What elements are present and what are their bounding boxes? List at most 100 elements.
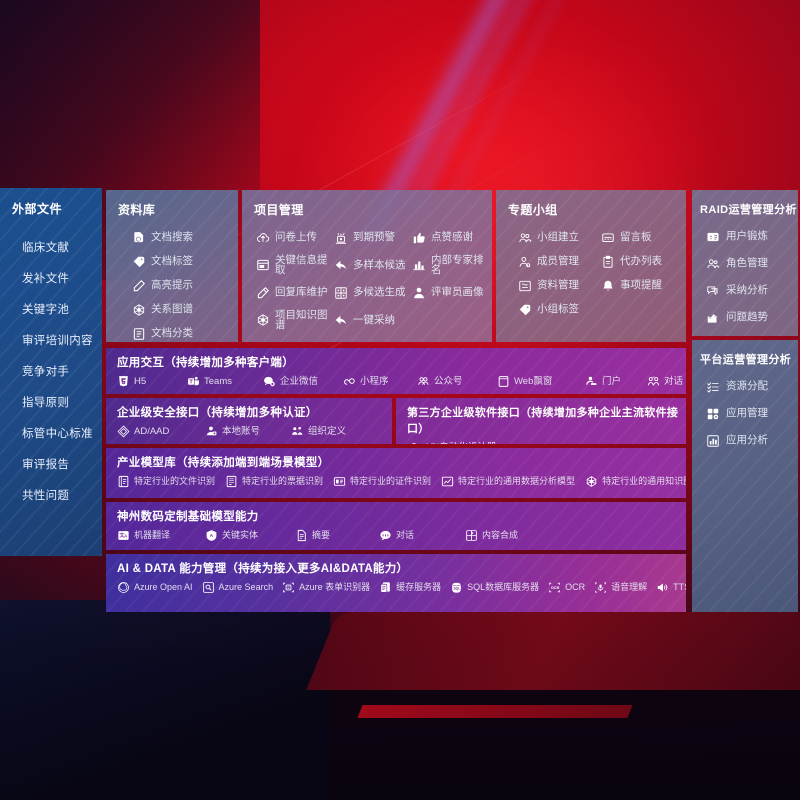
ai-item-form-recognizer[interactable]: Azure 表单识别器 xyxy=(282,581,370,594)
sidebar-item-keyword-pool[interactable]: 关键字池 xyxy=(22,303,70,316)
base-item-summary[interactable]: 摘要 xyxy=(295,529,379,542)
raid-item-adoption-analysis[interactable]: QA 采纳分析 xyxy=(706,280,790,301)
svg-text:A: A xyxy=(124,534,128,539)
raid-item-label: 采纳分析 xyxy=(726,284,768,297)
sidebar-item-common-issues[interactable]: 共性问题 xyxy=(22,489,70,502)
app-item-label: 公众号 xyxy=(434,375,463,387)
platform-item-app-management[interactable]: 应用管理 xyxy=(706,403,790,424)
band-industry-model-items: 特定行业的文件识别 特定行业的票据识别 特定行业的证件识别 特定行业的通用数据分… xyxy=(106,470,686,488)
project-item-key-info-extract[interactable]: 关键信息提取 xyxy=(256,251,328,279)
sidebar-item-guidelines[interactable]: 指导原则 xyxy=(22,396,70,409)
library-item-highlight[interactable]: 高亮提示 xyxy=(132,275,230,296)
band-security-title: 企业级安全接口（持续增加多种认证） xyxy=(117,407,318,419)
sidebar-item-standards-center[interactable]: 标管中心标准 xyxy=(22,427,93,440)
security-item-org-define[interactable]: 组织定义 xyxy=(291,425,346,438)
project-item-label: 多候选生成 xyxy=(353,286,406,299)
base-item-chat[interactable]: 对话 xyxy=(379,529,465,542)
security-item-ad-aad[interactable]: AD/AAD xyxy=(117,425,205,438)
library-item-doc-search[interactable]: 文档搜索 xyxy=(132,227,230,248)
project-item-expiry-alert[interactable]: 到期预警 xyxy=(334,227,406,248)
panel-raid-title: RAID运营管理分析 xyxy=(700,204,797,216)
group-item-todo-list[interactable]: 代办列表 xyxy=(601,251,678,272)
app-item-dialog[interactable]: 对话 xyxy=(647,375,683,388)
model-item-id-recognition[interactable]: 特定行业的证件识别 xyxy=(333,475,431,488)
sidebar-item-review-report[interactable]: 审评报告 xyxy=(22,458,70,471)
arrow-back-icon xyxy=(334,313,348,327)
sidebar-item-clinical-literature[interactable]: 临床文献 xyxy=(22,241,70,254)
ai-item-label: Azure Open AI xyxy=(134,582,193,592)
group-item-create-group[interactable]: 小组建立 xyxy=(518,227,595,248)
project-item-multi-sample-candidate[interactable]: 多样本候选 xyxy=(334,251,406,279)
app-item-miniprogram[interactable]: 小程序 xyxy=(343,375,417,388)
archive-icon xyxy=(518,279,532,293)
tts-icon xyxy=(656,581,669,594)
svg-text:A: A xyxy=(210,533,214,539)
content-synthesis-icon xyxy=(465,529,478,542)
base-item-key-entity[interactable]: A 关键实体 xyxy=(205,529,295,542)
app-item-teams[interactable]: Teams xyxy=(187,375,263,388)
raid-item-label: 问题趋势 xyxy=(726,311,768,324)
project-item-thanks[interactable]: 点赞感谢 xyxy=(412,227,484,248)
group-item-reminder[interactable]: 事项提醒 xyxy=(601,275,678,296)
band-base-model-title: 神州数码定制基础模型能力 xyxy=(117,511,259,523)
platform-item-resource-allocation[interactable]: 资源分配 xyxy=(706,376,790,397)
third-party-item-label: API自动化设计器 xyxy=(424,443,496,444)
model-item-knowledge-graph[interactable]: 特定行业的通用知识图谱模型 xyxy=(585,475,686,488)
api-gear-icon xyxy=(407,441,420,444)
model-item-data-analysis[interactable]: 特定行业的通用数据分析模型 xyxy=(441,475,575,488)
third-party-item-api-designer[interactable]: API自动化设计器 xyxy=(407,441,496,444)
group-item-member-management[interactable]: 成员管理 xyxy=(518,251,595,272)
model-item-file-recognition[interactable]: 特定行业的文件识别 xyxy=(117,475,215,488)
model-item-receipt-recognition[interactable]: 特定行业的票据识别 xyxy=(225,475,323,488)
project-item-one-click-adopt[interactable]: 一键采纳 xyxy=(334,306,406,334)
project-item-questionnaire-upload[interactable]: 问卷上传 xyxy=(256,227,328,248)
file-recognize-icon xyxy=(117,475,130,488)
ai-item-sql-database[interactable]: SQL SQL数据库服务器 xyxy=(450,581,539,594)
html5-icon xyxy=(117,375,130,388)
sidebar-item-competitors[interactable]: 竞争对手 xyxy=(22,365,70,378)
library-item-label: 关系图谱 xyxy=(151,303,193,316)
ai-item-speech-understanding[interactable]: 语音理解 xyxy=(594,581,647,594)
qa-chat-icon: QA xyxy=(706,284,720,298)
ai-item-tts[interactable]: TTS xyxy=(656,581,686,594)
raid-item-user-training[interactable]: 用户锻炼 xyxy=(706,226,790,247)
library-item-doc-tag[interactable]: 文档标签 xyxy=(132,251,230,272)
app-item-web-window[interactable]: Web飘窗 xyxy=(497,375,585,388)
group-item-material-management[interactable]: 资料管理 xyxy=(518,275,595,296)
app-item-wecom[interactable]: 企业微信 xyxy=(263,375,343,388)
app-item-portal[interactable]: 门户 xyxy=(585,375,647,388)
speech-icon xyxy=(594,581,607,594)
ai-item-ocr[interactable]: OCR OCR xyxy=(548,581,585,594)
app-item-label: 门户 xyxy=(602,375,622,387)
security-item-local-account[interactable]: 本地账号 xyxy=(205,425,291,438)
library-item-doc-category[interactable]: 文档分类 xyxy=(132,323,230,342)
app-item-official-account[interactable]: 公众号 xyxy=(417,375,497,388)
app-item-h5[interactable]: H5 xyxy=(117,375,187,388)
library-item-label: 高亮提示 xyxy=(151,279,193,292)
band-industry-model-title: 产业模型库（持续添加端到端场景模型） xyxy=(117,457,330,469)
raid-item-role-management[interactable]: 角色管理 xyxy=(706,253,790,274)
ai-item-cache-server[interactable]: 缓存服务器 xyxy=(379,581,441,594)
sidebar-item-supplement-docs[interactable]: 发补文件 xyxy=(22,272,70,285)
project-item-knowledge-graph[interactable]: 项目知识图谱 xyxy=(256,306,328,334)
ai-item-azure-search[interactable]: Azure Search xyxy=(202,581,273,594)
ai-item-azure-open-ai[interactable]: Azure Open AI xyxy=(117,581,193,594)
project-item-multi-candidate-gen[interactable]: 多候选生成 xyxy=(334,282,406,303)
entity-icon: A xyxy=(205,529,218,542)
raid-item-issue-trend[interactable]: 问题趋势 xyxy=(706,307,790,328)
sidebar-item-review-training[interactable]: 审评培训内容 xyxy=(22,334,93,347)
base-item-content-synthesis[interactable]: 内容合成 xyxy=(465,529,518,542)
platform-item-label: 资源分配 xyxy=(726,380,768,393)
platform-item-app-analysis[interactable]: 应用分析 xyxy=(706,430,790,451)
tag-icon xyxy=(518,303,532,317)
group-item-message-board[interactable]: 留言板 xyxy=(601,227,678,248)
group-item-group-tag[interactable]: 小组标签 xyxy=(518,299,595,320)
user-card-icon xyxy=(706,230,720,244)
project-item-expert-ranking[interactable]: 内部专家排名 xyxy=(412,251,484,279)
library-item-label: 文档标签 xyxy=(151,255,193,268)
library-item-relation-graph[interactable]: 关系图谱 xyxy=(132,299,230,320)
project-item-reply-library[interactable]: 回复库维护 xyxy=(256,282,328,303)
security-item-label: 本地账号 xyxy=(222,425,261,437)
project-item-reviewer-profile[interactable]: 评审员画像 xyxy=(412,282,484,303)
